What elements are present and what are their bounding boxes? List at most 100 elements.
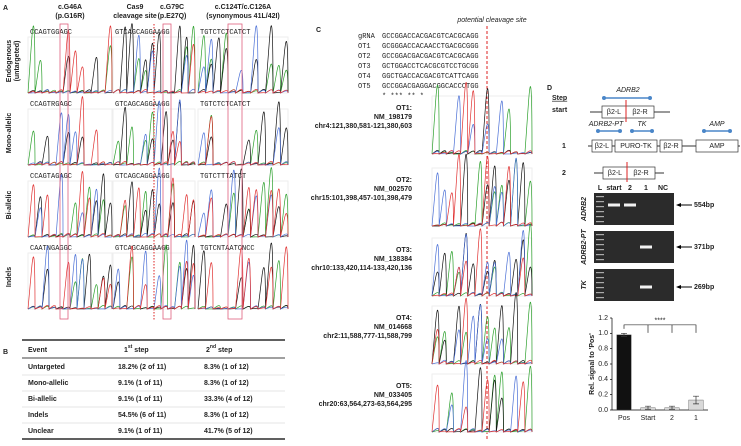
column-header: Cas9 <box>127 4 144 11</box>
gel-band <box>624 203 636 207</box>
step-header: Step <box>552 95 567 102</box>
ordinal-suffix: nd <box>210 344 216 350</box>
hit-gene: NM_138384 <box>374 256 412 263</box>
table-header: Event <box>28 347 48 354</box>
hit-gene: NM_033405 <box>374 392 412 399</box>
sequence: TGTCTCTCATCT <box>200 29 250 37</box>
lane-label: NC <box>658 185 668 192</box>
gel-band <box>640 245 652 249</box>
gene-label: ADRB2 <box>615 87 639 94</box>
marker-label: AMP <box>709 143 725 150</box>
sequence: GTCAGCAGGAAGG <box>115 245 170 253</box>
hit-gene: NM_198179 <box>374 114 412 121</box>
table-cell: 54.5% (6 of 11) <box>118 412 166 419</box>
hit-id: OT5: <box>396 383 412 390</box>
arm-label: β2-L <box>608 170 622 177</box>
table-cell: 18.2% (2 of 11) <box>118 364 166 371</box>
primer-end <box>618 129 622 133</box>
gel-row-label: TK <box>581 279 588 289</box>
hit-locus: chr10:133,420,114-133,420,136 <box>311 265 412 272</box>
ladder-band <box>596 196 604 198</box>
chromatogram <box>27 256 113 310</box>
table-cell: Indels <box>28 412 48 419</box>
y-tick-label: 0.0 <box>598 407 608 414</box>
ladder-band <box>596 221 604 223</box>
gel-band <box>608 203 620 207</box>
chromatogram <box>431 298 533 365</box>
header-rest: step <box>216 347 232 354</box>
hit-id: OT1: <box>396 105 412 112</box>
ladder-band <box>596 272 604 274</box>
band-size: 554bp <box>694 202 714 209</box>
marker <box>695 139 739 153</box>
hit-id: OT3: <box>396 247 412 254</box>
step-label: start <box>552 107 568 114</box>
table-header: 2nd step <box>206 344 232 354</box>
arm-label: β2-R <box>663 143 678 150</box>
arm-label: β2-L <box>595 143 609 150</box>
arrow-head <box>676 245 681 249</box>
y-tick-label: 0.8 <box>598 346 608 353</box>
ladder-band <box>596 211 604 213</box>
significance-bracket <box>623 324 697 333</box>
gel <box>594 269 674 301</box>
column-header: (p.G16R) <box>55 13 84 20</box>
chromatogram <box>197 246 289 310</box>
table-cell: 33.3% (4 of 12) <box>204 396 253 403</box>
table-cell: 9.1% (1 of 11) <box>118 380 162 387</box>
hit-gene: NM_002570 <box>374 186 412 193</box>
column-header: c.G79C <box>160 4 184 11</box>
hit-id: OT2: <box>396 177 412 184</box>
lane-label: 1 <box>644 185 648 192</box>
y-tick-label: 1.2 <box>598 315 608 322</box>
primer-end <box>728 129 732 133</box>
row-label: Indels <box>6 267 13 287</box>
chromatogram <box>27 25 113 94</box>
table-cell: Mono-allelic <box>28 380 69 387</box>
chromatogram <box>27 96 113 166</box>
table-cell: 8.3% (1 of 12) <box>204 380 249 387</box>
header-rest: step <box>132 347 148 354</box>
x-tick-label: Start <box>641 415 656 422</box>
y-tick-label: 0.2 <box>598 392 608 399</box>
row-label: (untargeted) <box>14 41 21 82</box>
alignment-seq: GCCGGACCACGACGTCACGCAGG <box>382 33 479 41</box>
panel-label: C <box>316 27 321 34</box>
ladder-band <box>596 244 604 246</box>
alignment-seq: GCCGGACGACGACGTCACGCAGG <box>382 53 479 61</box>
ladder-band <box>596 287 604 289</box>
ladder-band <box>596 282 604 284</box>
ladder-band <box>596 201 604 203</box>
primer-end <box>602 96 606 100</box>
table-cell: Untargeted <box>28 364 65 371</box>
row-label: Mono-allelic <box>6 113 13 154</box>
column-header: (p.E27Q) <box>158 13 187 20</box>
y-tick-label: 0.6 <box>598 361 608 368</box>
sequence: CCAGTAGAGC <box>30 173 72 181</box>
x-tick-label: 1 <box>694 415 698 422</box>
chromatogram <box>431 81 533 155</box>
row-label: Bi-allelic <box>6 191 13 220</box>
hit-locus: chr2:11,588,777-11,588,799 <box>323 333 412 340</box>
ladder-band <box>596 216 604 218</box>
gel <box>594 231 674 263</box>
arm <box>591 139 613 153</box>
sequence: TGTCNTAATCNCC <box>200 245 255 253</box>
arrow-head <box>676 285 681 289</box>
error-bar <box>669 405 675 410</box>
error-bar <box>621 332 627 337</box>
ordinal: 1 <box>124 347 128 354</box>
bar <box>616 334 632 411</box>
gel-row-label: ADRB2 <box>581 197 588 222</box>
column-header: c.C124T/c.C126A <box>215 4 271 11</box>
primer-label: AMP <box>708 121 725 128</box>
ladder-band <box>596 249 604 251</box>
ladder-band <box>596 297 604 299</box>
primer-end <box>648 96 652 100</box>
alignment-name: OT1 <box>358 43 371 51</box>
y-tick-label: 1.0 <box>598 330 608 337</box>
error-bar <box>693 395 699 405</box>
highlight-box <box>59 23 69 320</box>
sequence: TGTCTCTCATCT <box>200 101 250 109</box>
